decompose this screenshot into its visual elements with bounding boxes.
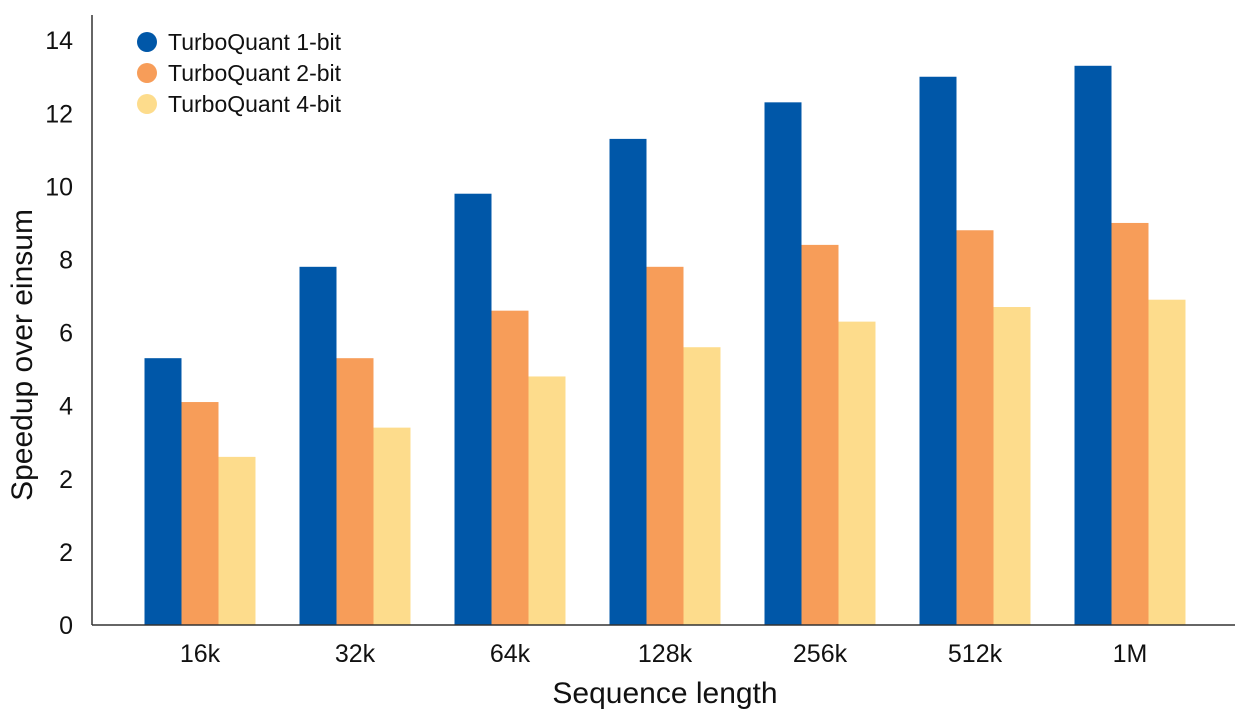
bar-128k-series-1 [609,138,647,625]
bar-512k-series-3 [993,307,1031,625]
bar-512k-series-2 [956,230,994,625]
y-tick-label: 12 [45,100,73,128]
legend-marker-icon [137,94,157,114]
bar-16k-series-1 [144,358,182,625]
bar-32k-series-3 [373,427,411,625]
bar-256k-series-1 [764,102,802,625]
y-tick-label: 2 [59,539,73,567]
bar-32k-series-1 [299,266,337,625]
bar-1M-series-1 [1074,65,1112,625]
y-tick-label: 4 [59,393,73,421]
x-tick-label: 128k [638,640,693,668]
y-tick-label: 6 [59,320,73,348]
bar-256k-series-3 [838,321,876,625]
y-tick-label: 14 [45,27,73,55]
bar-512k-series-1 [919,76,957,625]
bar-16k-series-3 [218,456,256,625]
x-axis-label: Sequence length [552,677,777,710]
legend-item-label: TurboQuant 4-bit [168,91,342,117]
x-tick-label: 512k [948,640,1003,668]
y-tick-label: 0 [59,612,73,640]
y-axis-label: Speedup over einsum [6,209,39,501]
legend-marker-icon [137,63,157,83]
y-tick-label: 8 [59,247,73,275]
bar-128k-series-2 [646,266,684,625]
bar-16k-series-2 [181,402,219,625]
bar-64k-series-2 [491,310,529,625]
x-tick-label: 1M [1113,640,1148,668]
x-tick-label: 16k [180,640,221,668]
bar-1M-series-2 [1111,222,1149,625]
y-tick-label: 10 [45,173,73,201]
bar-256k-series-2 [801,244,839,625]
legend-item-label: TurboQuant 2-bit [168,60,342,86]
x-tick-label: 64k [490,640,531,668]
legend-item-label: TurboQuant 1-bit [168,29,342,55]
bar-128k-series-3 [683,347,721,625]
legend: TurboQuant 1-bit TurboQuant 2-bit TurboQua… [137,29,342,117]
bar-32k-series-2 [336,358,374,625]
y-tick-label: 2 [59,466,73,494]
legend-marker-icon [137,32,157,52]
bar-64k-series-3 [528,376,566,625]
x-tick-label: 256k [793,640,848,668]
x-tick-label: 32k [335,640,376,668]
bar-64k-series-1 [454,193,492,625]
bar-1M-series-3 [1148,299,1186,625]
